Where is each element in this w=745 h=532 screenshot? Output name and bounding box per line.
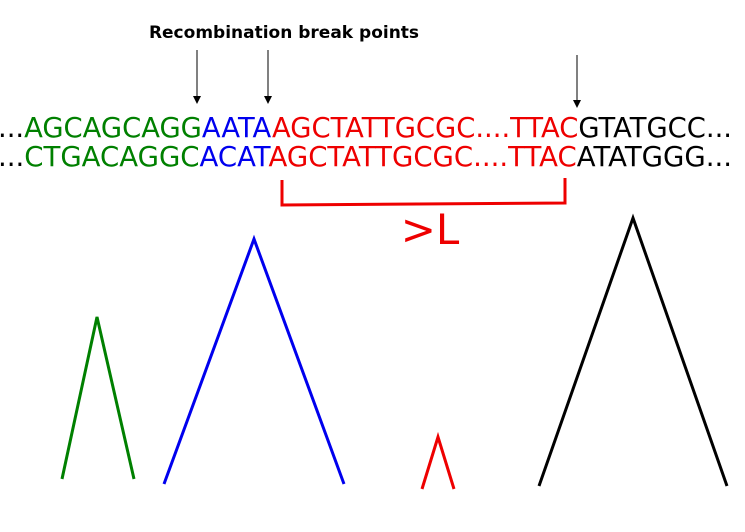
green-peak <box>60 316 136 480</box>
sequence-bottom-red: AGCTATTGCGC....TTAC <box>269 140 577 173</box>
sequence-top-lead: ... <box>0 111 24 144</box>
sequence-top-black: GTATGCC... <box>578 111 732 144</box>
sequence-top: ...AGCAGCAGGAATAAGCTATTGCGC....TTACGTATG… <box>0 111 732 144</box>
sequence-bottom-lead: ... <box>0 140 24 173</box>
black-peak <box>537 213 729 487</box>
sequence-top-green: AGCAGCAGG <box>24 111 202 144</box>
length-label: >L <box>401 205 460 254</box>
blue-peak <box>162 234 346 485</box>
length-bracket <box>280 178 567 207</box>
sequence-top-blue: AATA <box>202 111 272 144</box>
sequence-bottom-black: ATATGGG... <box>577 140 732 173</box>
sequence-top-red: AGCTATTGCGC....TTAC <box>272 111 578 144</box>
diagram-title: Recombination break points <box>149 23 419 43</box>
red-peak <box>420 431 456 490</box>
sequence-bottom-blue: ACAT <box>200 140 272 173</box>
sequence-bottom: ...CTGACAGGCACATAGCTATTGCGC....TTACATATG… <box>0 140 732 173</box>
sequence-bottom-green: CTGACAGGC <box>24 140 199 173</box>
